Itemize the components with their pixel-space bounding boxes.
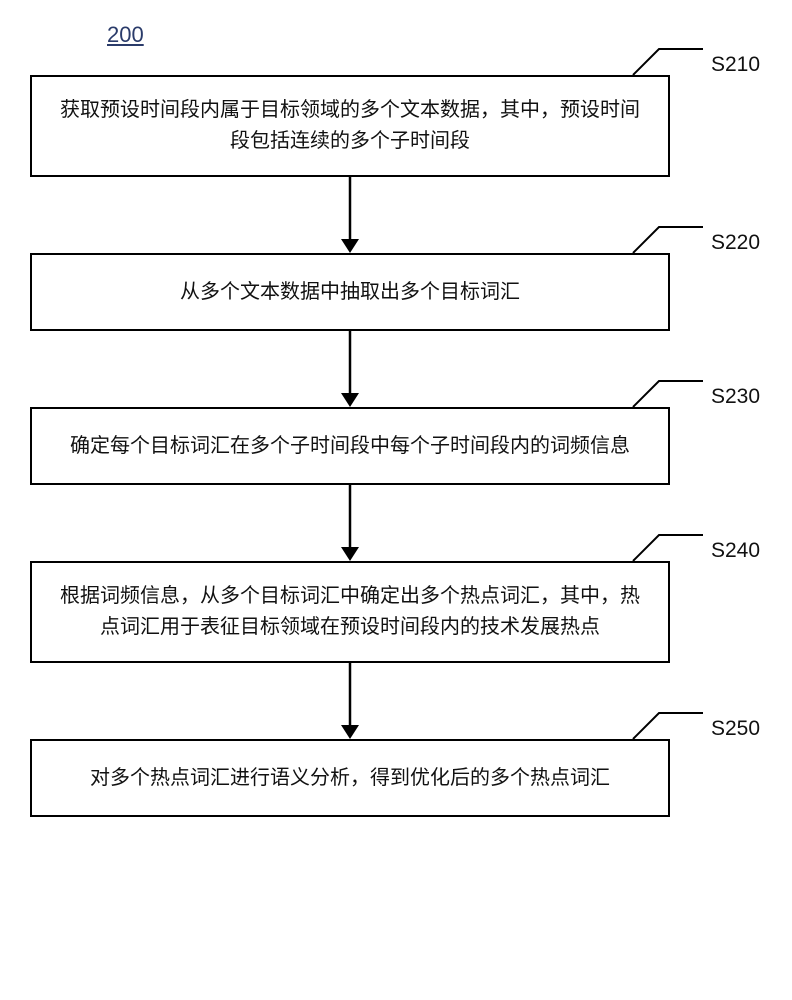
arrow-down-icon: [338, 177, 362, 253]
step-text: 确定每个目标词汇在多个子时间段中每个子时间段内的词频信息: [70, 431, 630, 462]
arrow-container: [30, 485, 670, 561]
flow-step: S220 从多个文本数据中抽取出多个目标词汇: [30, 253, 760, 331]
arrow-down-icon: [338, 331, 362, 407]
leader-line-icon: [631, 225, 705, 255]
leader-line-icon: [631, 711, 705, 741]
step-label: S210: [631, 47, 760, 77]
leader-line-icon: [631, 47, 705, 77]
arrow-container: [30, 177, 670, 253]
leader-line-icon: [631, 533, 705, 563]
step-box: 确定每个目标词汇在多个子时间段中每个子时间段内的词频信息: [30, 407, 670, 485]
step-box: 从多个文本数据中抽取出多个目标词汇: [30, 253, 670, 331]
arrow-container: [30, 663, 670, 739]
step-label: S240: [631, 533, 760, 563]
step-box: 根据词频信息，从多个目标词汇中确定出多个热点词汇，其中，热点词汇用于表征目标领域…: [30, 561, 670, 663]
flow-step: S250 对多个热点词汇进行语义分析，得到优化后的多个热点词汇: [30, 739, 760, 817]
step-label: S250: [631, 711, 760, 741]
flow-step: S230 确定每个目标词汇在多个子时间段中每个子时间段内的词频信息: [30, 407, 760, 485]
leader-line-icon: [631, 379, 705, 409]
step-id: S220: [711, 231, 760, 255]
arrow-down-icon: [338, 485, 362, 561]
figure-number: 200: [107, 22, 144, 48]
arrow-down-icon: [338, 663, 362, 739]
flow-step: S240 根据词频信息，从多个目标词汇中确定出多个热点词汇，其中，热点词汇用于表…: [30, 561, 760, 663]
step-text: 根据词频信息，从多个目标词汇中确定出多个热点词汇，其中，热点词汇用于表征目标领域…: [54, 581, 646, 643]
step-label: S230: [631, 379, 760, 409]
step-box: 获取预设时间段内属于目标领域的多个文本数据，其中，预设时间段包括连续的多个子时间…: [30, 75, 670, 177]
flowchart: S210 获取预设时间段内属于目标领域的多个文本数据，其中，预设时间段包括连续的…: [30, 75, 760, 817]
step-text: 对多个热点词汇进行语义分析，得到优化后的多个热点词汇: [90, 763, 610, 794]
step-label: S220: [631, 225, 760, 255]
arrow-container: [30, 331, 670, 407]
step-id: S210: [711, 53, 760, 77]
flow-step: S210 获取预设时间段内属于目标领域的多个文本数据，其中，预设时间段包括连续的…: [30, 75, 760, 177]
step-text: 获取预设时间段内属于目标领域的多个文本数据，其中，预设时间段包括连续的多个子时间…: [54, 95, 646, 157]
step-box: 对多个热点词汇进行语义分析，得到优化后的多个热点词汇: [30, 739, 670, 817]
step-id: S250: [711, 717, 760, 741]
step-id: S240: [711, 539, 760, 563]
step-id: S230: [711, 385, 760, 409]
step-text: 从多个文本数据中抽取出多个目标词汇: [180, 277, 520, 308]
